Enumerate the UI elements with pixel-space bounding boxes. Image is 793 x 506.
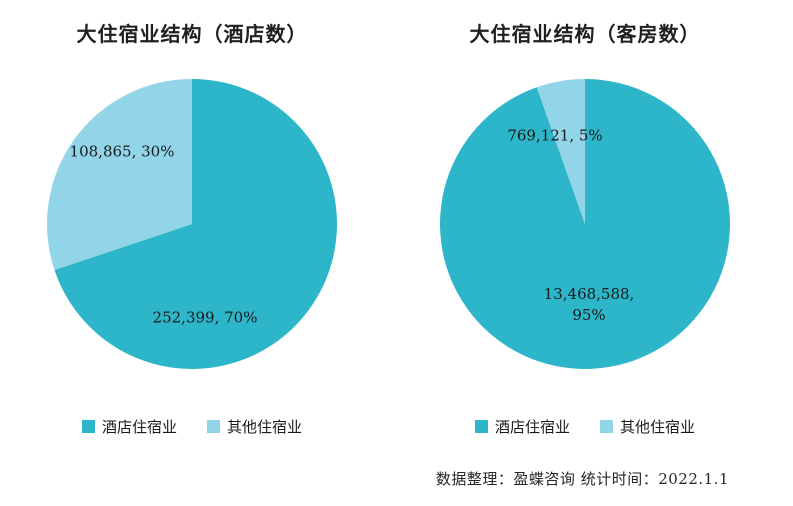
data-label-room-main: 13,468,588, 95% [543,285,635,324]
legend-item-hotel: 酒店住宿业 [474,416,570,437]
legend-label: 酒店住宿业 [494,418,570,436]
data-label-hotel-other: 108,865, 30% [69,142,175,161]
data-label-room-other: 769,121, 5% [507,126,603,145]
legend-swatch-other [600,420,613,433]
legend-item-other: 其他住宿业 [600,416,695,437]
pie-slice-1 [46,79,192,270]
chart-panel-hotel-count: 大住宿业结构（酒店数） 252,399, 70% 108,865, 30% 酒店… [12,10,372,460]
legend-swatch-hotel [81,420,95,433]
pie-slice-0 [54,79,337,369]
chart-title: 大住宿业结构（酒店数） [76,22,308,46]
legend-item-hotel: 酒店住宿业 [81,416,177,437]
legend-label: 其他住宿业 [227,418,303,436]
legend-swatch-hotel [474,420,488,433]
pie-chart-hotel-count [46,79,337,369]
legend-swatch-other [207,420,220,433]
footer-source-note: 数据整理：盈蝶咨询 统计时间：2022.1.1 [435,470,729,488]
legend: 酒店住宿业 其他住宿业 [405,416,765,437]
legend-item-other: 其他住宿业 [207,416,302,437]
legend-label: 其他住宿业 [620,418,696,436]
pie-chart-room-count [440,79,730,369]
chart-title: 大住宿业结构（客房数） [469,22,701,46]
legend-label: 酒店住宿业 [101,418,177,436]
pie-slice-1 [536,79,585,224]
data-label-hotel-main: 252,399, 70% [152,308,258,327]
chart-panel-room-count: 大住宿业结构（客房数） 13,468,588, 95% 769,121, 5% … [405,10,765,460]
legend: 酒店住宿业 其他住宿业 [12,416,372,437]
